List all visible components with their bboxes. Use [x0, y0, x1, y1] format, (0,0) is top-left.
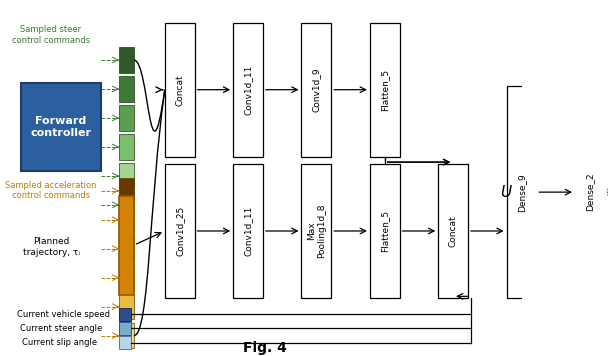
- Bar: [438, 164, 468, 298]
- Bar: [119, 196, 134, 294]
- Text: Conv1d_11: Conv1d_11: [244, 206, 252, 256]
- Bar: [119, 236, 134, 261]
- Text: Flatten_5: Flatten_5: [380, 210, 389, 252]
- Bar: [233, 22, 263, 157]
- Bar: [506, 86, 536, 298]
- Bar: [119, 265, 134, 290]
- Bar: [119, 76, 134, 102]
- Text: Dense_9: Dense_9: [517, 173, 526, 211]
- Text: Current steer angle: Current steer angle: [20, 324, 102, 333]
- Text: Sampled steer
control commands: Sampled steer control commands: [12, 25, 90, 44]
- Bar: [575, 86, 605, 298]
- Bar: [370, 22, 399, 157]
- Text: Concat: Concat: [449, 215, 458, 247]
- Text: Planned
trajectory, τᵢ: Planned trajectory, τᵢ: [23, 237, 80, 257]
- Text: Conv1d_25: Conv1d_25: [175, 206, 184, 256]
- Bar: [119, 163, 134, 189]
- Bar: [21, 83, 100, 171]
- Bar: [119, 336, 131, 349]
- Bar: [119, 308, 131, 321]
- Text: Dense_2: Dense_2: [586, 173, 594, 211]
- Bar: [119, 178, 134, 203]
- Bar: [302, 164, 331, 298]
- Bar: [119, 322, 131, 335]
- Text: Conv1d_11: Conv1d_11: [244, 64, 252, 115]
- Text: Current slip angle: Current slip angle: [22, 338, 97, 347]
- Bar: [165, 164, 195, 298]
- Bar: [119, 207, 134, 232]
- Text: $\mathit{U}$: $\mathit{U}$: [500, 184, 513, 200]
- Text: Conv1d_9: Conv1d_9: [312, 67, 321, 112]
- Bar: [233, 164, 263, 298]
- Bar: [119, 47, 134, 73]
- Bar: [370, 164, 399, 298]
- Bar: [119, 105, 134, 131]
- Text: Fig. 4: Fig. 4: [243, 341, 287, 355]
- Bar: [302, 22, 331, 157]
- Text: Concat: Concat: [175, 74, 184, 105]
- Bar: [119, 192, 134, 218]
- Bar: [119, 294, 134, 319]
- Text: Flatten_5: Flatten_5: [380, 69, 389, 111]
- Bar: [119, 134, 134, 159]
- Text: Forward
controller: Forward controller: [30, 116, 91, 137]
- Text: Current vehicle speed: Current vehicle speed: [17, 310, 110, 319]
- Text: Sampled acceleration
control commands: Sampled acceleration control commands: [5, 180, 97, 200]
- Bar: [165, 22, 195, 157]
- Bar: [119, 323, 134, 348]
- Text: Max
Pooling1d_8: Max Pooling1d_8: [306, 204, 326, 258]
